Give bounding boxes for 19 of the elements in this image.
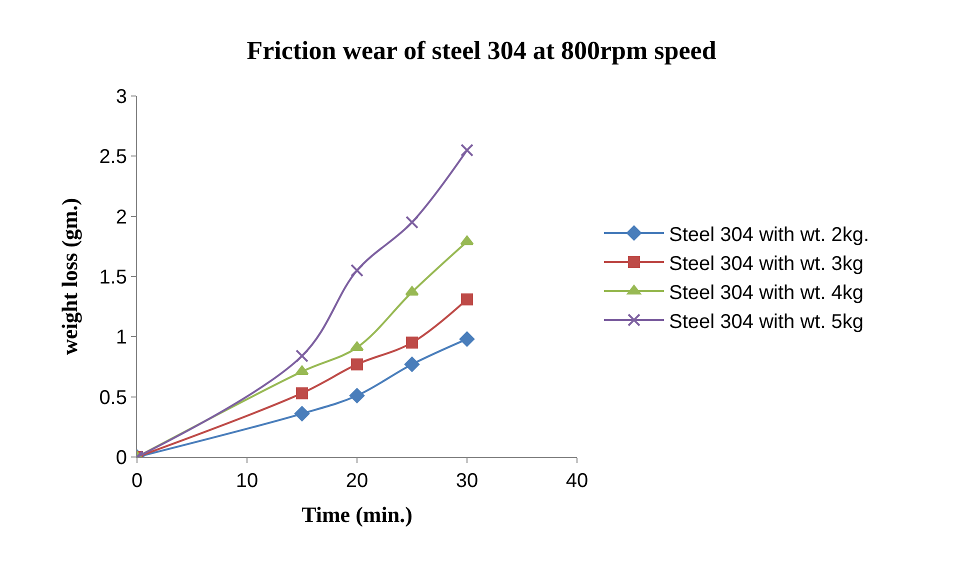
y-tick-label: 1.5 [99, 266, 127, 288]
y-tick-label: 3 [116, 86, 127, 108]
y-tick-label: 2.5 [99, 146, 127, 168]
y-axis-title: weight loss (gm.) [56, 198, 82, 356]
x-axis-title: Time (min.) [302, 502, 412, 527]
legend-label: Steel 304 with wt. 5kg [669, 310, 864, 333]
y-tick-label: 0 [116, 447, 127, 469]
legend-label: Steel 304 with wt. 4kg [669, 282, 864, 304]
x-tick-label: 10 [236, 470, 258, 492]
chart-title: Friction wear of steel 304 at 800rpm speed [246, 36, 717, 65]
legend-label: Steel 304 with wt. 3kg [669, 252, 864, 275]
y-tick-label: 2 [116, 206, 127, 228]
y-tick-label: 1 [116, 326, 127, 349]
y-tick-label: 0.5 [99, 386, 127, 409]
x-tick-label: 20 [346, 470, 368, 492]
x-tick-label: 30 [456, 470, 478, 492]
x-tick-label: 40 [566, 470, 588, 492]
x-tick-label: 0 [131, 470, 143, 492]
legend-label: Steel 304 with wt. 2kg. [669, 224, 870, 246]
